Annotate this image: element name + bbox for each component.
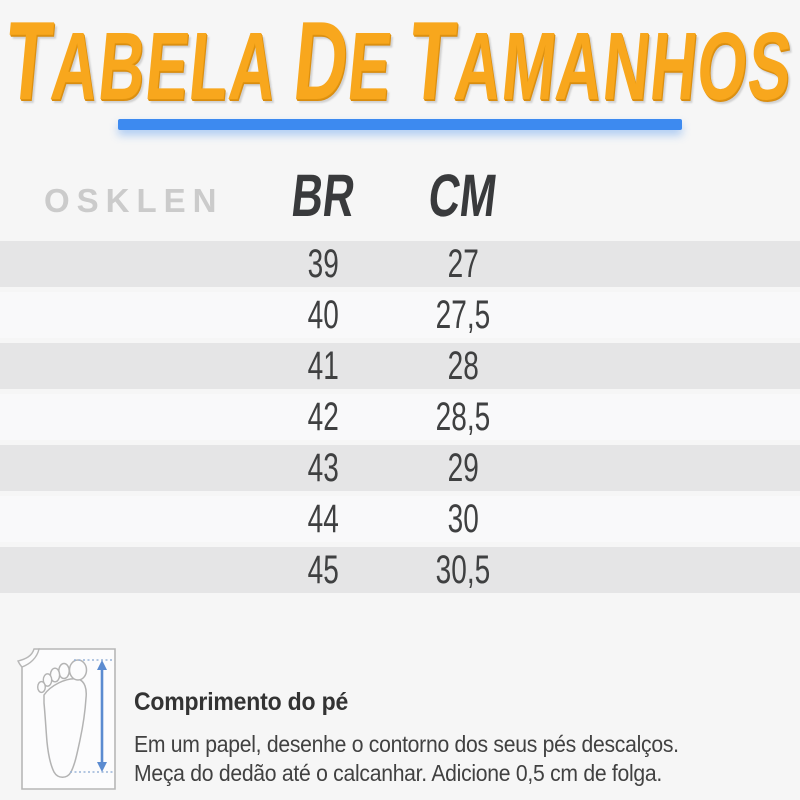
cell-cm: 27,5 xyxy=(435,293,491,337)
table-row: 44 30 xyxy=(0,496,800,542)
cell-br: 45 xyxy=(307,548,339,592)
page-title: TABELADETAMANHOS xyxy=(0,0,800,123)
table-row: 43 29 xyxy=(0,445,800,491)
table-row: 42 28,5 xyxy=(0,394,800,440)
foot-measurement-icon xyxy=(16,645,120,793)
cell-br: 40 xyxy=(307,293,339,337)
brand-logo: OSKLEN xyxy=(44,182,224,219)
measurement-instruction-line1: Em um papel, desenhe o contorno dos seus… xyxy=(134,731,679,757)
measurement-heading: Comprimento do pé xyxy=(134,688,349,716)
title-word: TAMANHOS xyxy=(404,0,798,123)
cell-br: 42 xyxy=(307,395,339,439)
cell-br: 39 xyxy=(307,242,339,286)
measurement-guide: Comprimento do pé Em um papel, desenhe o… xyxy=(134,688,741,788)
title-underline-bar xyxy=(118,119,682,130)
table-row: 45 30,5 xyxy=(0,547,800,593)
page-title-text: TABELADETAMANHOS xyxy=(1,0,799,125)
measure-arrow-top xyxy=(97,660,107,670)
cell-cm: 28 xyxy=(447,344,479,388)
cell-cm: 28,5 xyxy=(435,395,491,439)
big-toe xyxy=(68,659,88,681)
measurement-instruction-line2: Meça do dedão até o calcanhar. Adicione … xyxy=(134,760,663,786)
cell-br: 41 xyxy=(307,344,339,388)
title-word: TABELA xyxy=(1,0,283,123)
column-header-cm: CM xyxy=(425,162,501,229)
table-row: 39 27 xyxy=(0,241,800,287)
paper-fold xyxy=(16,648,40,668)
cell-cm: 30 xyxy=(447,497,479,541)
measure-arrow-bottom xyxy=(97,762,107,772)
cell-br: 44 xyxy=(307,497,339,541)
cell-br: 43 xyxy=(307,446,339,490)
table-row: 40 27,5 xyxy=(0,292,800,338)
title-word: DE xyxy=(289,0,398,123)
cell-cm: 29 xyxy=(447,446,479,490)
table-row: 41 28 xyxy=(0,343,800,389)
column-header-br: BR xyxy=(288,162,359,229)
size-table: 39 27 40 27,5 41 28 42 28,5 43 29 44 30 … xyxy=(0,241,800,598)
cell-cm: 27 xyxy=(447,242,479,286)
cell-cm: 30,5 xyxy=(435,548,491,592)
